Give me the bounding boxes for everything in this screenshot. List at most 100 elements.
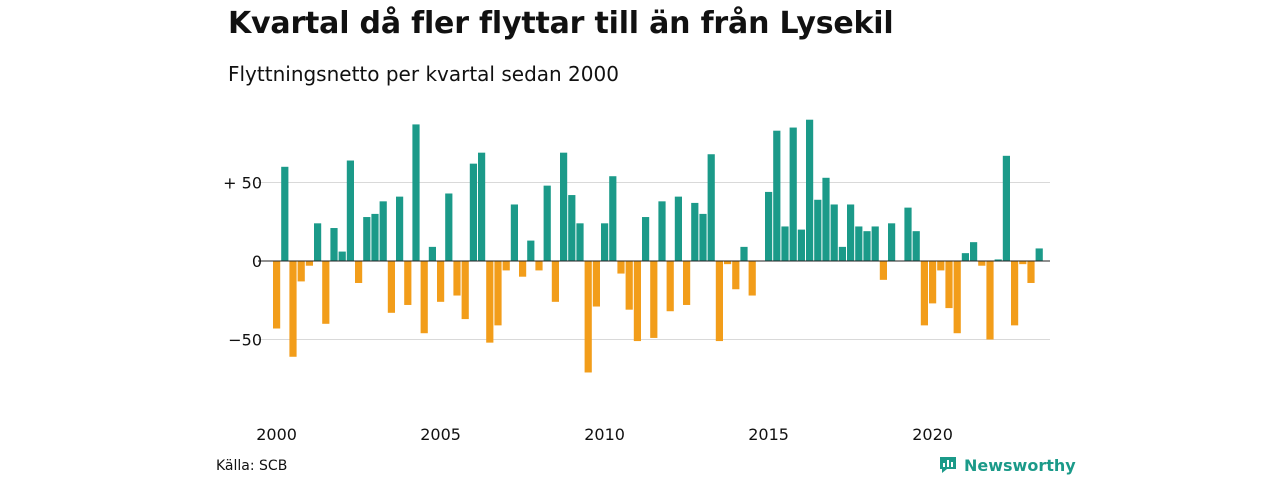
bar-2008-q3 [551,261,559,302]
bar-2005-q2 [445,193,453,261]
bar-2001-q1 [305,261,313,266]
bar-2021-q2 [970,242,978,261]
bar-2000-q2 [281,166,289,261]
bar-2000-q4 [297,261,305,282]
bar-2007-q1 [502,261,510,271]
newsworthy-logo-icon [940,457,956,473]
bar-2015-q2 [773,130,781,261]
x-tick-label: 2020 [912,425,953,444]
x-tick-label: 2015 [748,425,789,444]
bar-2017-q4 [855,226,863,261]
bar-2016-q4 [822,177,830,261]
bar-2015-q4 [789,127,797,261]
bar-2013-q1 [699,213,707,261]
bar-2009-q4 [592,261,600,307]
bar-2018-q3 [879,261,887,280]
bar-2006-q1 [469,163,477,261]
bar-2016-q1 [797,229,805,261]
bar-2004-q3 [420,261,428,334]
bar-2003-q3 [387,261,395,313]
x-axis-labels: 2000 2005 2010 2015 2020 [256,425,953,444]
bar-2002-q4 [363,217,371,261]
bar-2014-q3 [748,261,756,296]
bar-2014-q2 [740,246,748,261]
bar-2019-q4 [920,261,928,326]
bar-chart: + 50 0 −50 2000 2005 2010 2015 2020 [223,119,1050,444]
bar-2008-q1 [535,261,543,271]
bar-2017-q3 [847,204,855,261]
bar-2023-q2 [1035,248,1043,261]
bar-2021-q4 [986,261,994,340]
bar-2005-q4 [461,261,469,320]
bar-2013-q3 [715,261,723,342]
source-note: Källa: SCB [216,458,288,474]
bar-2019-q2 [904,207,912,261]
bar-2002-q3 [355,261,363,283]
bar-2005-q3 [453,261,461,296]
bar-2011-q4 [658,201,666,261]
bar-2007-q2 [510,204,518,261]
bar-2009-q2 [576,223,584,261]
bar-2020-q2 [937,261,945,271]
bar-2006-q3 [486,261,494,343]
bar-2006-q2 [478,152,486,261]
bar-2017-q1 [830,204,838,261]
bar-2020-q4 [953,261,961,334]
bar-2002-q1 [338,251,346,261]
x-tick-label: 2005 [420,425,461,444]
y-tick-label: + 50 [223,174,262,193]
bar-2016-q2 [806,119,814,261]
chart-title: Kvartal då fler flyttar till än från Lys… [228,6,894,41]
bar-2009-q3 [584,261,592,373]
chart-subtitle: Flyttningsnetto per kvartal sedan 2000 [228,62,619,86]
x-tick-label: 2010 [584,425,625,444]
bar-2012-q1 [666,261,674,312]
bar-2018-q1 [863,231,871,261]
bar-2021-q1 [961,253,969,261]
bar-2022-q4 [1019,261,1027,265]
bar-2011-q3 [650,261,658,338]
bar-2011-q2 [642,217,650,261]
bar-2004-q1 [404,261,412,305]
bar-2020-q3 [945,261,953,309]
bar-2010-q3 [617,261,625,274]
brand-logo[interactable]: Newsworthy [938,455,1076,475]
bar-2010-q1 [601,223,609,261]
bar-2000-q1 [273,261,281,329]
bar-2006-q4 [494,261,502,326]
bar-2007-q3 [519,261,527,277]
bar-2023-q1 [1027,261,1035,283]
bar-2012-q3 [683,261,691,305]
bar-2014-q1 [732,261,740,290]
bar-2001-q2 [314,223,322,261]
bar-2002-q2 [346,160,354,261]
bar-2021-q3 [978,261,986,266]
y-tick-label: 0 [252,252,262,271]
bar-2010-q4 [625,261,633,310]
bar-2003-q1 [371,213,379,261]
bar-2019-q3 [912,231,920,261]
bar-2001-q3 [322,261,330,324]
bar-2013-q4 [724,261,732,265]
x-tick-label: 2000 [256,425,297,444]
y-tick-label: −50 [228,331,262,350]
bar-2009-q1 [568,195,576,261]
bar-2008-q4 [560,152,568,261]
grid-lines [258,182,1050,340]
bar-2012-q4 [691,202,699,261]
bar-2017-q2 [838,246,846,261]
bar-2015-q1 [765,191,773,261]
bar-2018-q2 [871,226,879,261]
bar-2022-q1 [994,259,1002,261]
bar-2022-q2 [1002,155,1010,261]
bar-2008-q2 [543,185,551,261]
bars [273,119,1043,373]
y-axis-labels: + 50 0 −50 [223,174,262,350]
bar-2004-q4 [428,246,436,261]
bar-2003-q4 [396,196,404,261]
bar-2012-q2 [674,196,682,261]
bar-2015-q3 [781,226,789,261]
bar-2001-q4 [330,228,338,261]
bar-2007-q4 [527,240,535,261]
bar-2004-q2 [412,124,420,261]
